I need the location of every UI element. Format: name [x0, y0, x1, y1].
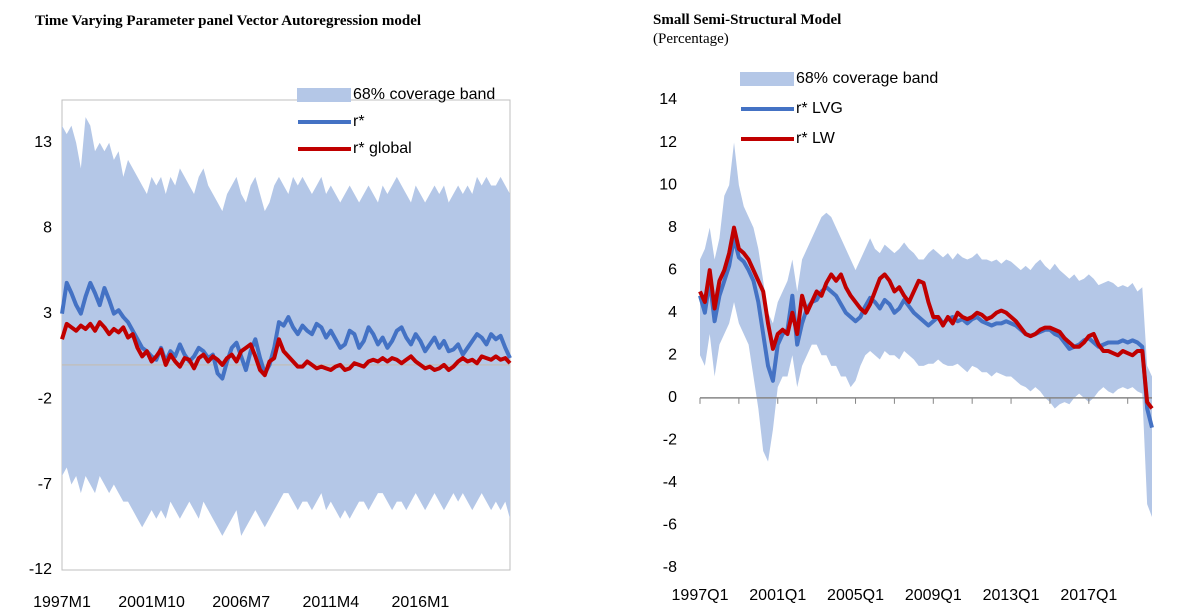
- series-line: [60, 280, 512, 381]
- x-tick-label: 2009Q1: [905, 587, 962, 604]
- legend-swatch: [740, 72, 794, 86]
- y-tick-label: 12: [659, 134, 677, 151]
- x-tick-label: 2001Q1: [749, 587, 806, 604]
- coverage-band: [62, 117, 510, 536]
- y-tick-label: -4: [663, 474, 677, 491]
- y-tick-label: 3: [43, 305, 52, 322]
- legend-label: 68% coverage band: [353, 86, 495, 103]
- legend-label: r*: [353, 113, 365, 130]
- chart-title: Time Varying Parameter panel Vector Auto…: [35, 13, 422, 29]
- x-tick-label: 2013Q1: [983, 587, 1040, 604]
- x-tick-label: 2011M4: [302, 594, 359, 611]
- y-tick-label: -7: [38, 476, 52, 493]
- y-tick-label: -6: [663, 517, 677, 534]
- y-tick-label: 10: [659, 176, 677, 193]
- x-tick-label: 1997Q1: [672, 587, 729, 604]
- legend-swatch: [297, 88, 351, 102]
- y-tick-label: -12: [29, 561, 52, 578]
- x-tick-label: 2005Q1: [827, 587, 884, 604]
- legend-label: 68% coverage band: [796, 70, 938, 87]
- x-tick-label: 1997M1: [33, 594, 91, 611]
- series-line: [698, 225, 1154, 410]
- series-line: [60, 320, 512, 378]
- chart-subtitle: (Percentage): [653, 31, 729, 47]
- coverage-band: [700, 142, 1152, 517]
- x-tick-label: 2001M10: [118, 594, 185, 611]
- legend-label: r* global: [353, 140, 412, 157]
- y-tick-label: 4: [668, 304, 677, 321]
- legend-label: r* LVG: [796, 100, 843, 117]
- y-tick-label: 6: [668, 261, 677, 278]
- chart-title: Small Semi-Structural Model: [653, 12, 842, 28]
- x-tick-label: 2017Q1: [1060, 587, 1117, 604]
- legend-label: r* LW: [796, 130, 836, 147]
- y-tick-label: -2: [38, 390, 52, 407]
- x-tick-label: 2016M1: [391, 594, 449, 611]
- y-tick-label: 8: [43, 219, 52, 236]
- y-tick-label: 8: [668, 219, 677, 236]
- y-tick-label: 0: [668, 389, 677, 406]
- y-tick-label: -2: [663, 432, 677, 449]
- y-tick-label: 14: [659, 91, 677, 108]
- y-tick-label: 13: [34, 134, 52, 151]
- y-tick-label: 2: [668, 346, 677, 363]
- x-tick-label: 2006M7: [212, 594, 270, 611]
- y-tick-label: -8: [663, 559, 677, 576]
